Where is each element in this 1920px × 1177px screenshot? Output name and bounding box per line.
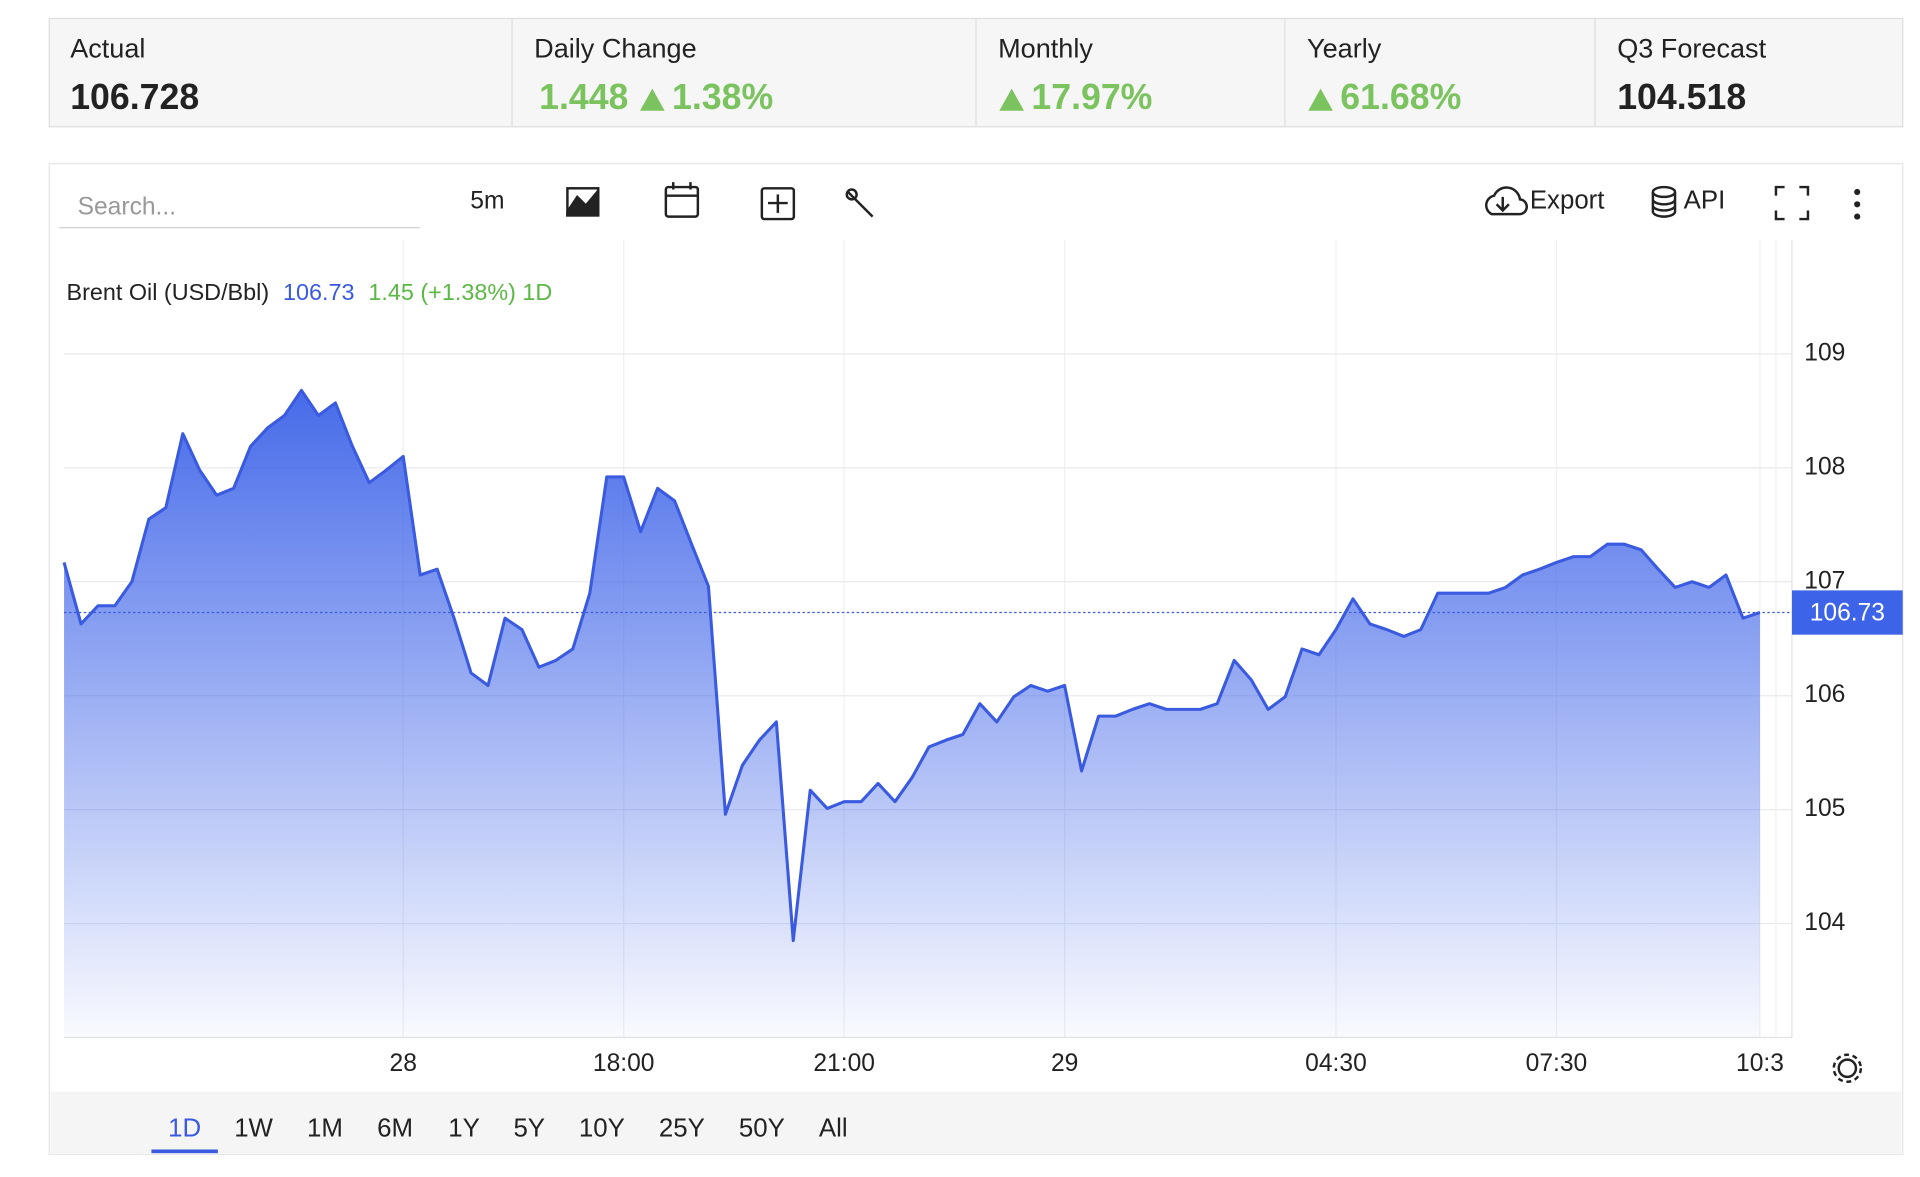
legend-name: Brent Oil (USD/Bbl) xyxy=(67,279,270,305)
y-tick-label: 107 xyxy=(1804,567,1845,594)
range-button[interactable]: 10Y xyxy=(579,1115,625,1143)
chart-type-button[interactable] xyxy=(566,187,600,217)
legend-price: 106.73 xyxy=(283,279,355,305)
stats-dividers xyxy=(511,18,1596,127)
y-tick-label: 104 xyxy=(1804,909,1845,936)
last-price-label: 106.73 xyxy=(1810,599,1885,626)
stat-label: Q3 Forecast xyxy=(1617,33,1766,64)
fullscreen-button[interactable] xyxy=(1774,185,1810,221)
api-icon[interactable] xyxy=(1651,185,1677,218)
legend: Brent Oil (USD/Bbl) 106.73 1.45 (+1.38%)… xyxy=(67,279,553,305)
x-tick-label: 28 xyxy=(390,1050,417,1077)
price-line xyxy=(62,388,1761,943)
settings-button[interactable] xyxy=(1832,1053,1863,1084)
y-tick-label: 109 xyxy=(1804,339,1845,366)
x-tick-label: 29 xyxy=(1051,1050,1078,1077)
api-button[interactable]: API xyxy=(1684,187,1726,215)
legend-change: 1.45 (+1.38%) 1D xyxy=(368,279,552,305)
range-active-underline xyxy=(151,1149,218,1154)
last-price-tag xyxy=(1791,590,1903,635)
more-button[interactable] xyxy=(1854,188,1861,220)
calendar-button[interactable] xyxy=(664,182,700,218)
y-tick-label: 105 xyxy=(1804,795,1845,822)
x-tick-label: 21:00 xyxy=(813,1050,875,1077)
tools-button[interactable] xyxy=(845,188,874,218)
x-tick-label: 10:3 xyxy=(1736,1050,1784,1077)
range-bar xyxy=(50,1091,1902,1154)
search-input[interactable]: Search... xyxy=(78,193,176,220)
stat-label: Daily Change xyxy=(534,33,696,64)
range-buttons: 1D 1W 1M 6M 1Y 5Y 10Y 25Y 50Y All xyxy=(151,1115,848,1154)
y-tick-label: 108 xyxy=(1804,453,1845,480)
range-button[interactable]: All xyxy=(819,1115,848,1143)
range-button[interactable]: 1Y xyxy=(448,1115,480,1143)
x-tick-label: 07:30 xyxy=(1526,1050,1588,1077)
range-button[interactable]: 1D xyxy=(168,1115,201,1143)
up-arrow xyxy=(640,88,665,111)
area-fill xyxy=(64,390,1760,1038)
stat-value: 1.448 xyxy=(539,77,628,117)
stat-change: 17.97% xyxy=(1031,77,1152,117)
export-button[interactable]: Export xyxy=(1530,187,1605,215)
up-arrow xyxy=(999,88,1024,111)
range-button[interactable]: 1W xyxy=(234,1115,273,1143)
x-tick-label: 04:30 xyxy=(1305,1050,1367,1077)
range-button[interactable]: 1M xyxy=(307,1115,343,1143)
stat-change: 1.38% xyxy=(672,77,773,117)
stat-value: 104.518 xyxy=(1617,77,1746,117)
range-button[interactable]: 5Y xyxy=(513,1115,545,1143)
interval-button[interactable]: 5m xyxy=(470,187,504,214)
stat-label: Yearly xyxy=(1307,33,1382,64)
stat-label: Monthly xyxy=(998,33,1093,64)
stat-change: 61.68% xyxy=(1340,77,1461,117)
y-tick-label: 106 xyxy=(1804,681,1845,708)
compare-button[interactable] xyxy=(760,187,796,221)
up-arrow xyxy=(1308,88,1333,111)
range-button[interactable]: 25Y xyxy=(659,1115,705,1143)
x-tick-label: 18:00 xyxy=(593,1050,655,1077)
stat-value: 106.728 xyxy=(70,77,199,117)
range-button[interactable]: 6M xyxy=(377,1115,413,1143)
stat-label: Actual xyxy=(70,33,145,64)
plot: 28 18:00 21:00 29 04:30 07:30 10:3 104 105 106 107… xyxy=(62,239,1903,1077)
export-icon[interactable] xyxy=(1485,186,1528,216)
range-button[interactable]: 50Y xyxy=(739,1115,785,1143)
toolbar-icons xyxy=(566,182,1863,1084)
